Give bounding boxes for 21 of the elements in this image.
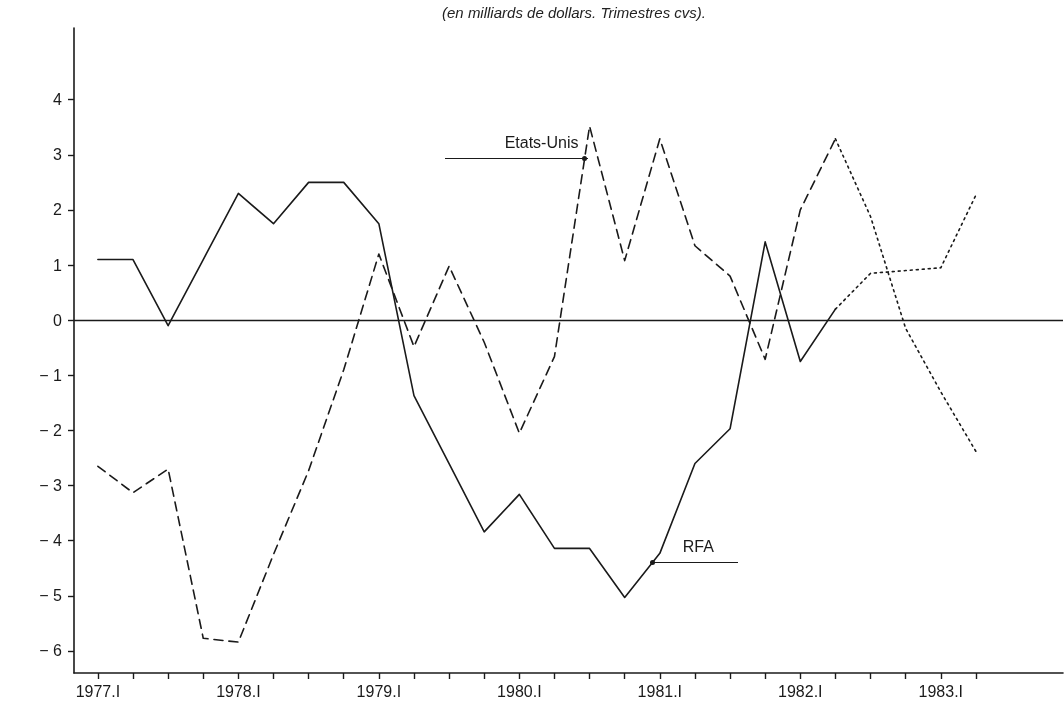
y-tick-label: − 3 (39, 477, 63, 495)
x-tick-label: 1980.I (497, 682, 542, 700)
x-tick-label: 1979.I (356, 682, 402, 700)
chart-subtitle: (en milliards de dollars. Trimestres cvs). (442, 4, 706, 21)
x-tick-label: 1978.I (216, 682, 261, 700)
y-tick-label: 3 (53, 146, 63, 164)
y-tick-label: − 6 (39, 642, 63, 660)
y-tick-label: − 5 (39, 587, 63, 605)
series-label: Etats-Unis (504, 134, 579, 153)
x-tick-label: 1977.I (75, 682, 121, 700)
series-label: RFA (682, 538, 714, 557)
y-tick-label: − 2 (39, 421, 63, 439)
x-tick-label: 1981.I (637, 682, 683, 700)
y-tick-label: 0 (53, 311, 63, 329)
y-tick-label: 4 (53, 91, 63, 109)
y-tick-label: 2 (53, 201, 63, 219)
x-tick-label: 1983.I (918, 682, 964, 700)
x-tick-label: 1982.I (778, 682, 823, 700)
y-tick-label: − 4 (39, 532, 63, 550)
y-tick-label: − 1 (39, 366, 63, 384)
y-tick-label: 1 (53, 256, 63, 274)
